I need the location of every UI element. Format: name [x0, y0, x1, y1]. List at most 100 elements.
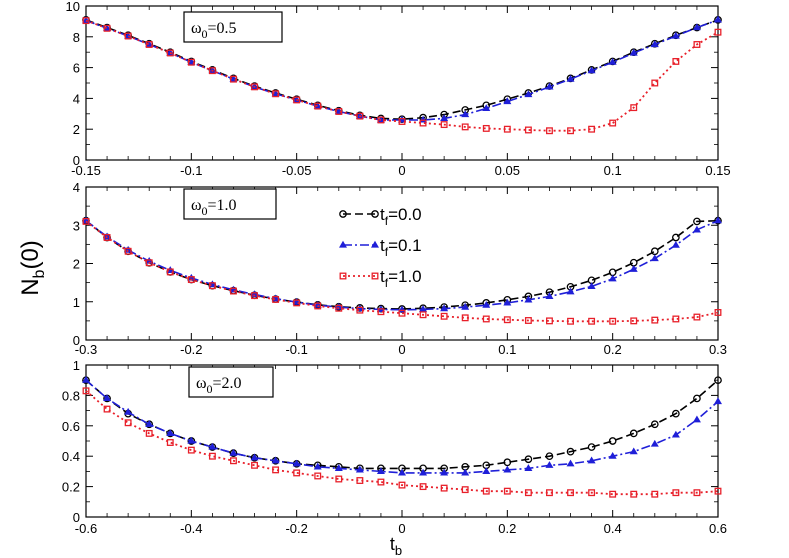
panels: -0.15 -0.1 -0.05 0 0.05 0.1 0.150246810ω0=0.5-… [62, 0, 731, 536]
data-point [714, 397, 722, 405]
y-tick-label: 0.6 [62, 419, 80, 434]
data-point [650, 40, 659, 48]
data-point [166, 268, 174, 276]
legend: tf=0.0 tf=0.1 tf=1.0 [339, 205, 422, 290]
data-point [672, 409, 680, 418]
data-point [314, 302, 322, 310]
x-tick-label: 0.3 [709, 342, 727, 357]
panel-annotation-box [188, 366, 274, 398]
x-axis-label: tb [390, 534, 402, 558]
data-point [230, 75, 237, 83]
data-point [461, 468, 470, 476]
data-point [650, 254, 659, 262]
data-point [461, 110, 470, 118]
data-point [629, 265, 638, 272]
y-tick-label: 0.2 [62, 480, 80, 495]
data-point [714, 15, 722, 23]
series-line-tf10 [85, 220, 719, 323]
data-point [693, 394, 701, 403]
data-point [124, 247, 132, 255]
y-tick-label: 3 [73, 218, 80, 233]
data-point [503, 487, 511, 495]
x-tick-label: -0.2 [180, 342, 202, 357]
data-point [377, 116, 385, 124]
data-point [145, 420, 154, 427]
panel-frame [85, 5, 719, 161]
x-tick-label: -0.2 [285, 521, 307, 536]
legend-marker-tf0-right [371, 210, 379, 218]
y-tick-label: 0 [73, 510, 80, 525]
data-point [377, 308, 385, 316]
data-point [313, 300, 322, 308]
x-tick-label: 0.1 [498, 342, 516, 357]
data-point [482, 467, 491, 474]
data-point [650, 420, 659, 429]
data-point [82, 387, 90, 395]
data-point [630, 490, 638, 498]
data-point [566, 287, 575, 295]
data-point [524, 489, 532, 497]
data-point [503, 458, 512, 467]
data-point [671, 430, 680, 438]
y-tick-label: 0.4 [62, 449, 80, 464]
x-tick-label: 0 [398, 521, 405, 536]
data-point [714, 309, 722, 316]
data-point [587, 66, 596, 74]
data-point [672, 57, 680, 65]
data-point [313, 462, 322, 470]
y-tick-label: 10 [66, 0, 80, 14]
data-point [482, 104, 491, 112]
series-line-tf10 [85, 390, 719, 496]
data-point [335, 304, 343, 312]
data-point [166, 49, 174, 57]
data-point [524, 90, 533, 98]
data-point [208, 282, 216, 290]
data-point [208, 67, 216, 75]
data-point [587, 443, 596, 451]
data-point [650, 247, 659, 256]
panel-annotation-text: ω0=0.5 [191, 20, 237, 41]
annotation-value: =2.0 [213, 375, 242, 392]
data-point [271, 456, 280, 464]
data-point [124, 31, 133, 39]
data-point [524, 295, 533, 303]
data-point [651, 316, 659, 324]
y-tick-label: 8 [73, 30, 80, 45]
legend-label-tf1: tf=1.0 [380, 267, 422, 290]
data-point [714, 28, 722, 36]
data-point [103, 234, 111, 241]
series-line-tf01 [85, 379, 719, 474]
data-point [230, 287, 237, 295]
data-point [629, 447, 638, 455]
data-point [545, 461, 554, 468]
panel-annotation-text: ω0=1.0 [191, 197, 237, 218]
data-point [608, 452, 617, 459]
data-point [103, 405, 111, 413]
data-point [355, 465, 364, 473]
legend-marker-tf0-left [339, 210, 347, 218]
data-point [545, 82, 554, 90]
data-point [208, 452, 216, 460]
series-line-tf01 [85, 19, 719, 121]
data-point [608, 268, 617, 277]
annotation-sub: 0 [202, 27, 208, 41]
data-point [293, 299, 301, 307]
data-point [398, 118, 406, 125]
data-point [145, 429, 153, 437]
y-axis-label: Nb(0) [17, 240, 48, 296]
data-point [293, 469, 301, 477]
data-point [503, 316, 511, 324]
data-point [187, 446, 195, 454]
panel-annotation-box [183, 11, 283, 43]
data-point [124, 32, 132, 40]
data-point [587, 282, 596, 290]
data-point [482, 300, 491, 308]
data-point [314, 102, 322, 110]
annotation-symbol: ω [196, 375, 207, 392]
x-tick-label: 0.05 [495, 163, 520, 178]
data-point [419, 305, 428, 312]
data-point [692, 415, 701, 423]
data-point [251, 83, 258, 91]
data-point [503, 97, 512, 105]
